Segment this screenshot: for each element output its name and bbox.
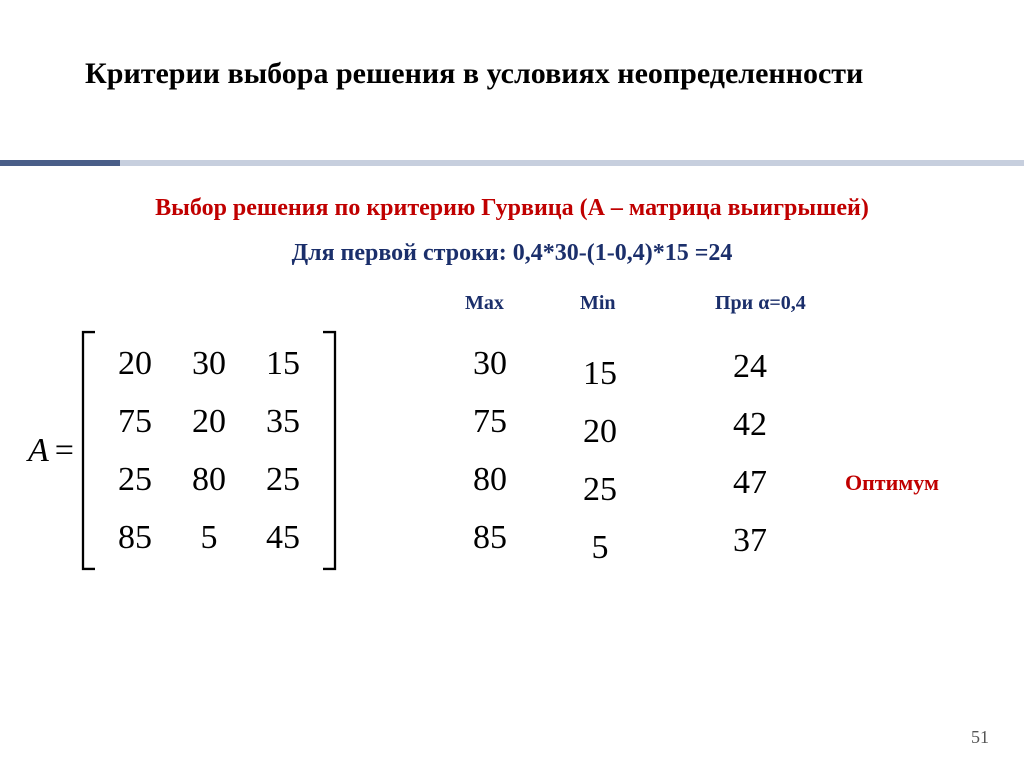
formula-line: Для первой строки: 0,4*30-(1-0,4)*15 =24	[32, 240, 992, 267]
slide-title: Критерии выбора решения в условиях неопр…	[85, 55, 905, 93]
alpha-value: 47	[705, 464, 795, 502]
alpha-value: 42	[705, 406, 795, 444]
matrix-cell: 20	[98, 345, 172, 383]
max-value: 85	[450, 519, 530, 557]
matrix-cell: 30	[172, 345, 246, 383]
alpha-value: 37	[705, 522, 795, 560]
max-value: 30	[450, 345, 530, 383]
matrix: A = 20 30 15 75 20 35 25 80 25 85 5 45	[28, 330, 338, 571]
min-value: 5	[560, 529, 640, 567]
matrix-cell: 25	[98, 461, 172, 499]
matrix-grid: 20 30 15 75 20 35 25 80 25 85 5 45	[98, 335, 320, 567]
matrix-cell: 5	[172, 519, 246, 557]
max-value: 80	[450, 461, 530, 499]
header-alpha: При α=0,4	[715, 292, 806, 315]
bracket-right	[320, 330, 338, 571]
header-max: Max	[465, 292, 504, 315]
matrix-cell: 85	[98, 519, 172, 557]
max-value: 75	[450, 403, 530, 441]
divider-dark	[0, 160, 120, 166]
matrix-cell: 15	[246, 345, 320, 383]
slide: Критерии выбора решения в условиях неопр…	[0, 0, 1024, 768]
alpha-value: 24	[705, 348, 795, 386]
matrix-cell: 20	[172, 403, 246, 441]
divider-rule	[0, 160, 1024, 166]
header-alpha-suffix: =0,4	[769, 292, 805, 314]
max-column: 30 75 80 85	[450, 335, 530, 567]
matrix-cell: 80	[172, 461, 246, 499]
optimum-label: Оптимум	[845, 470, 939, 496]
alpha-symbol: α	[758, 292, 769, 314]
matrix-cell: 25	[246, 461, 320, 499]
matrix-eq: =	[53, 432, 80, 470]
matrix-cell: 75	[98, 403, 172, 441]
min-value: 15	[560, 355, 640, 393]
bracket-left	[80, 330, 98, 571]
min-value: 25	[560, 471, 640, 509]
header-min: Min	[580, 292, 616, 315]
min-column: 15 20 25 5	[560, 345, 640, 577]
matrix-cell: 35	[246, 403, 320, 441]
header-alpha-prefix: При	[715, 292, 758, 314]
divider-light	[120, 160, 1024, 166]
page-number: 51	[971, 727, 989, 748]
subtitle: Выбор решения по критерию Гурвица (А – м…	[32, 195, 992, 222]
matrix-lhs: A	[28, 432, 53, 470]
alpha-column: 24 42 47 37	[705, 338, 795, 570]
min-value: 20	[560, 413, 640, 451]
matrix-cell: 45	[246, 519, 320, 557]
